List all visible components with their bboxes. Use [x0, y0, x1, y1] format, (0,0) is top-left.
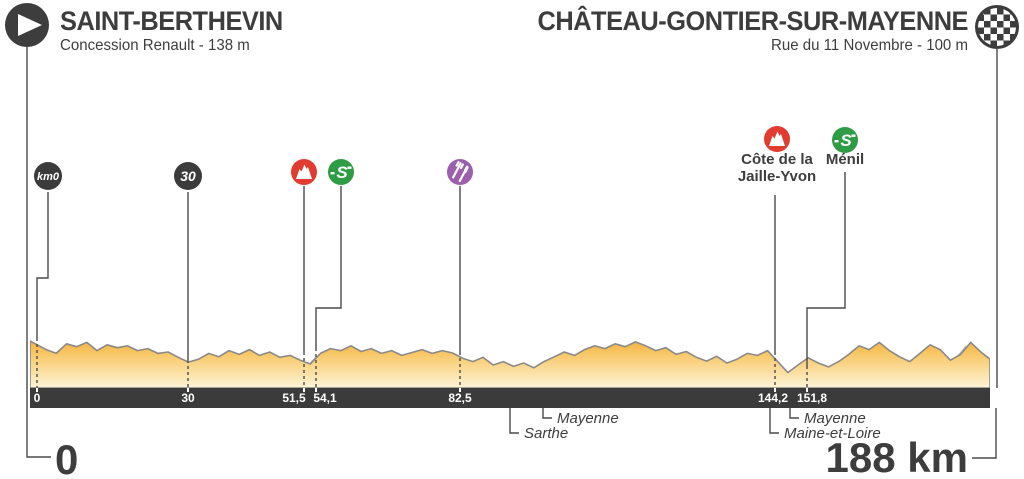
km30-badge: 30 [174, 162, 202, 190]
leader-lines [26, 47, 998, 459]
start-leader-line [26, 47, 51, 458]
feed-zone-icon [447, 159, 473, 185]
sprint1-icon: S [328, 159, 354, 185]
dept-line-mayenne-2 [789, 408, 799, 419]
axis-label-54-1: 54,1 [313, 391, 337, 405]
start-town-title: SAINT-BERTHEVIN [60, 6, 283, 36]
tick-0 [36, 388, 38, 392]
dept-line-sarthe [509, 408, 519, 434]
finish-checkered-icon [975, 5, 1019, 49]
km30-badge-label: 30 [180, 168, 196, 184]
distance-start-label: 0 [55, 436, 78, 479]
finish-header: CHÂTEAU-GONTIER-SUR-MAYENNE Rue du 11 No… [537, 7, 968, 55]
tick-54-1 [315, 388, 317, 392]
axis-label-0: 0 [34, 391, 41, 405]
climb2-label-line1: Côte de la [741, 151, 813, 168]
sprint-s-icon: S [840, 131, 852, 150]
dept-line-maine-et-loire [769, 408, 779, 434]
climb2-label: Côte de la Jaille-Yvon [717, 151, 837, 186]
dept-label-sarthe: Sarthe [524, 425, 568, 442]
sprint2-icon: S [832, 127, 858, 153]
sprint1-leader-line [315, 186, 342, 348]
km-axis-bar [30, 388, 990, 408]
distance-end-label: 188 km [826, 434, 968, 479]
km0-badge: km0 [34, 162, 62, 190]
tick-30 [187, 388, 189, 392]
mountain-icon [296, 164, 312, 179]
axis-label-82-5: 82,5 [448, 391, 472, 405]
tick-82-5 [459, 388, 461, 392]
axis-labels: 0 30 51,5 54,1 82,5 144,2 151,8 [34, 391, 828, 405]
elevation-profile [30, 340, 990, 388]
mountain-icon [769, 131, 785, 146]
profile-area [30, 340, 990, 388]
department-labels: Sarthe Mayenne Maine-et-Loire Mayenne [524, 410, 881, 442]
axis-ticks [36, 388, 808, 392]
dept-label-mayenne-1: Mayenne [557, 410, 619, 427]
axis-label-51-5: 51,5 [282, 391, 306, 405]
start-place-subtitle: Concession Renault - 138 m [60, 37, 250, 55]
sprint2-label: Ménil [825, 151, 865, 168]
finish-place-subtitle: Rue du 11 Novembre - 100 m [770, 37, 968, 55]
axis-label-144-2: 144,2 [758, 391, 788, 405]
tick-51-5 [303, 388, 305, 392]
dept-line-mayenne-1 [542, 408, 552, 419]
tick-144-2 [774, 388, 776, 392]
km0-leader-line [36, 192, 49, 338]
axis-label-151-8: 151,8 [797, 391, 827, 405]
tick-151-8 [806, 388, 808, 392]
sprint2-leader-line [806, 172, 846, 366]
climb2-label-line2: Jaille-Yvon [737, 167, 817, 185]
dept-label-mayenne-2: Mayenne [804, 410, 866, 427]
play-triangle-icon [18, 14, 42, 36]
sprint-s-icon: S [336, 163, 348, 182]
dept-label-maine-et-loire: Maine-et-Loire [784, 425, 881, 442]
climb1-icon [291, 159, 317, 185]
finish-town-title: CHÂTEAU-GONTIER-SUR-MAYENNE [537, 6, 968, 36]
start-header: SAINT-BERTHEVIN Concession Renault - 138… [60, 7, 283, 55]
climb2-icon [764, 126, 790, 152]
start-icon [5, 3, 49, 47]
finish-km-bracket [972, 408, 997, 459]
km0-badge-label: km0 [37, 171, 60, 183]
axis-label-30: 30 [181, 391, 195, 405]
